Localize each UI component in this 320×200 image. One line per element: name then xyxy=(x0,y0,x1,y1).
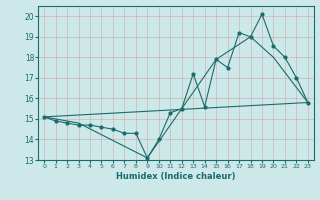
X-axis label: Humidex (Indice chaleur): Humidex (Indice chaleur) xyxy=(116,172,236,181)
